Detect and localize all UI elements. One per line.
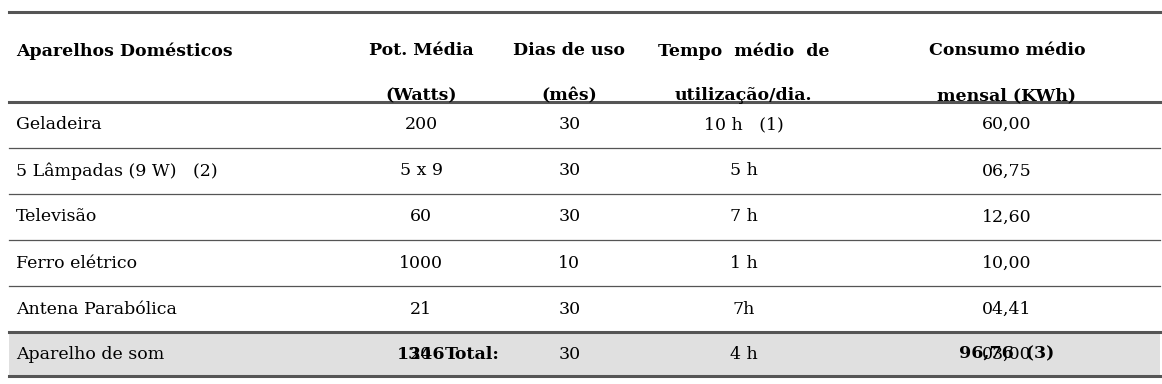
Text: 30: 30 <box>558 346 581 363</box>
FancyBboxPatch shape <box>9 332 1160 376</box>
Text: 30: 30 <box>558 116 581 133</box>
Text: Total:: Total: <box>445 346 500 363</box>
Text: 30: 30 <box>558 209 581 225</box>
Text: Ferro elétrico: Ferro elétrico <box>16 255 137 271</box>
Text: Pot. Média: Pot. Média <box>368 42 474 60</box>
Text: Antena Parabólica: Antena Parabólica <box>16 301 177 318</box>
Text: 1 h: 1 h <box>730 255 758 271</box>
Text: 5 x 9: 5 x 9 <box>400 162 443 179</box>
Text: Tempo  médio  de: Tempo médio de <box>658 42 830 60</box>
Text: 10: 10 <box>559 255 580 271</box>
Text: 06,75: 06,75 <box>982 162 1032 179</box>
Text: 10 h   (1): 10 h (1) <box>704 116 783 133</box>
Text: 12,60: 12,60 <box>982 209 1032 225</box>
Text: Televisão: Televisão <box>16 209 98 225</box>
Text: Geladeira: Geladeira <box>16 116 102 133</box>
Text: mensal (KWh): mensal (KWh) <box>938 88 1076 104</box>
Text: (Watts): (Watts) <box>386 88 457 104</box>
Text: 30: 30 <box>558 162 581 179</box>
Text: 5 Lâmpadas (9 W)   (2): 5 Lâmpadas (9 W) (2) <box>16 162 218 180</box>
Text: Dias de uso: Dias de uso <box>514 42 625 60</box>
Text: Aparelhos Domésticos: Aparelhos Domésticos <box>16 42 232 60</box>
Text: (mês): (mês) <box>541 88 597 104</box>
Text: 96,76  (3): 96,76 (3) <box>960 346 1054 363</box>
Text: 7 h: 7 h <box>730 209 758 225</box>
Text: 7h: 7h <box>732 301 755 318</box>
Text: 10,00: 10,00 <box>982 255 1032 271</box>
Text: 04,41: 04,41 <box>982 301 1032 318</box>
Text: 21: 21 <box>410 301 432 318</box>
Text: utilização/dia.: utilização/dia. <box>675 88 812 104</box>
Text: 03,00: 03,00 <box>982 346 1032 363</box>
Text: 30: 30 <box>558 301 581 318</box>
Text: Consumo médio: Consumo médio <box>928 42 1085 60</box>
Text: 1346: 1346 <box>397 346 445 363</box>
Text: 4 h: 4 h <box>730 346 758 363</box>
Text: 20: 20 <box>410 346 432 363</box>
Text: 60: 60 <box>410 209 432 225</box>
Text: 5 h: 5 h <box>730 162 758 179</box>
Text: Aparelho de som: Aparelho de som <box>16 346 165 363</box>
Text: 60,00: 60,00 <box>982 116 1032 133</box>
Text: 1000: 1000 <box>400 255 443 271</box>
Text: 200: 200 <box>404 116 438 133</box>
